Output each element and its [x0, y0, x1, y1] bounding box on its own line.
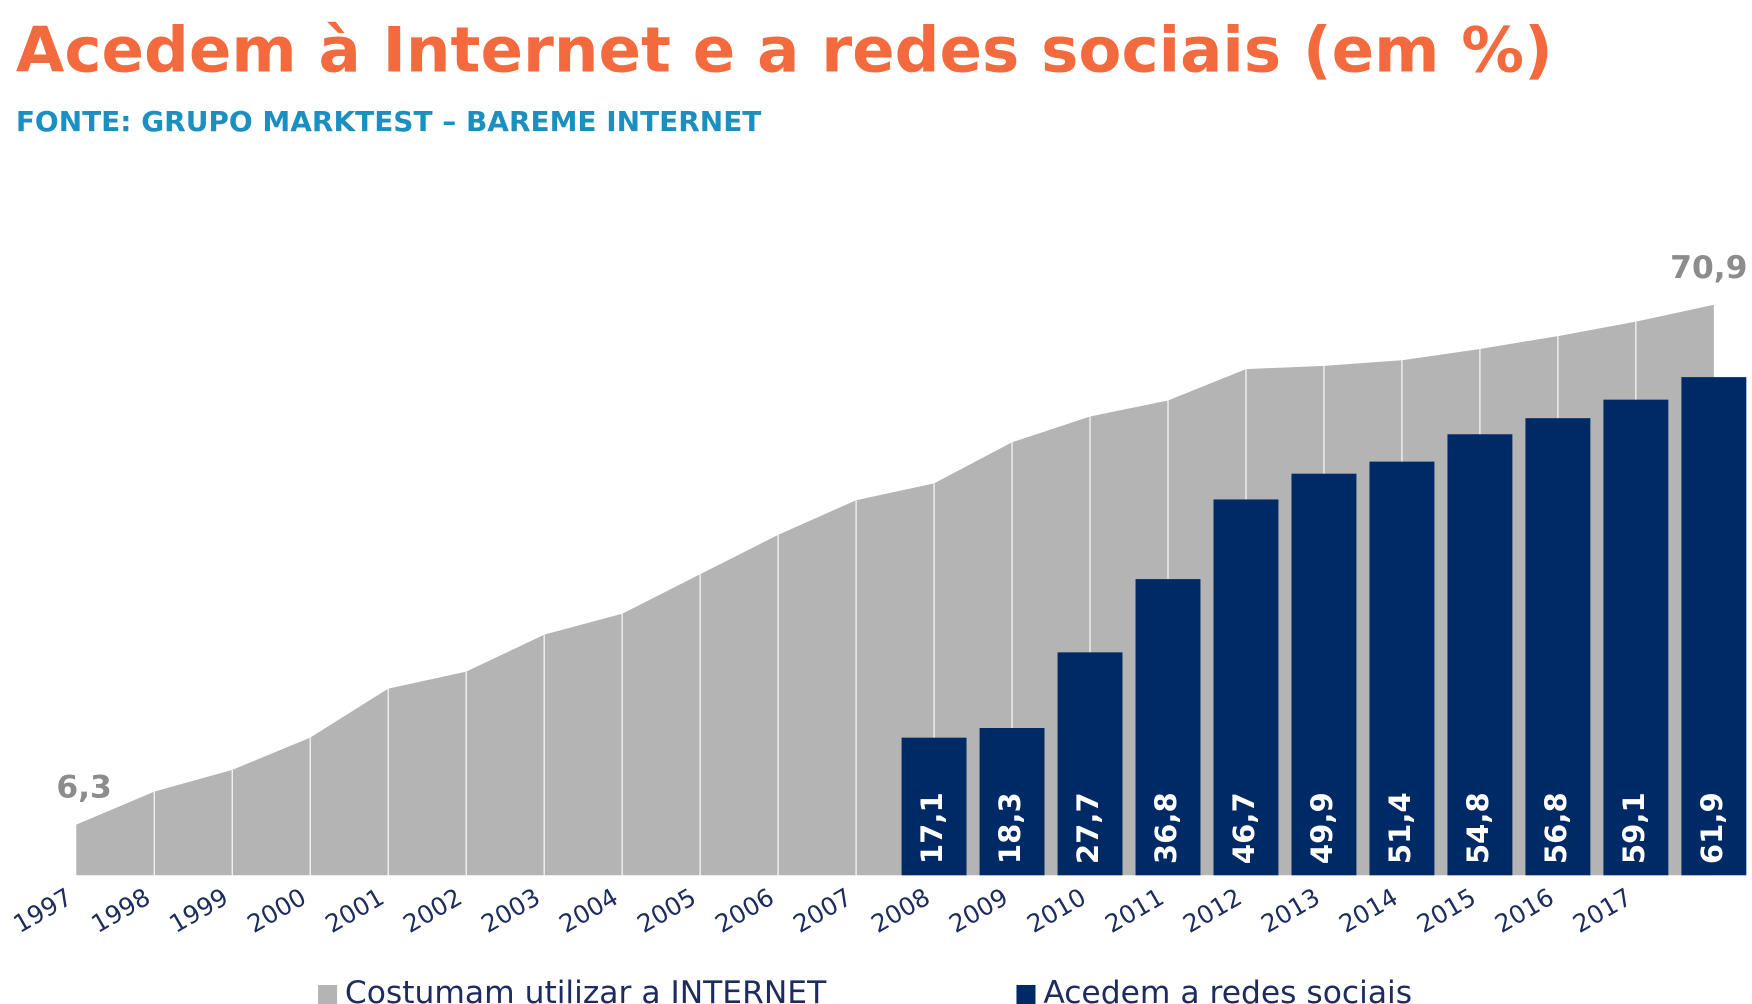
- bar: [1603, 399, 1669, 876]
- data-label: 49,9: [1305, 792, 1339, 864]
- x-tick-label: 2008: [866, 882, 935, 938]
- chart-subtitle: FONTE: GRUPO MARKTEST – BAREME INTERNET: [16, 105, 762, 138]
- data-label: 61,9: [1695, 792, 1729, 864]
- bar: [1525, 418, 1591, 876]
- bar: [901, 737, 967, 876]
- x-tick-label: 2005: [632, 882, 701, 938]
- bar: [1291, 473, 1357, 876]
- x-tick-label: 2017: [1568, 882, 1637, 938]
- x-tick-label: 2003: [476, 882, 545, 938]
- x-tick-label: 2013: [1256, 882, 1325, 938]
- x-tick-label: 2007: [788, 882, 857, 938]
- x-tick-label: 2000: [242, 882, 311, 938]
- data-label: 18,3: [993, 792, 1027, 864]
- legend-swatch: [1016, 984, 1036, 1004]
- legend-swatch: [318, 984, 338, 1004]
- x-tick-label: 2014: [1334, 882, 1403, 938]
- x-tick-label: 2010: [1022, 882, 1091, 938]
- bar: [979, 728, 1045, 876]
- bar: [1369, 461, 1435, 876]
- x-tick-label: 2006: [710, 882, 779, 938]
- x-tick-label: 1999: [164, 882, 233, 938]
- bar: [1057, 652, 1123, 876]
- legend-label: Acedem a redes sociais: [1043, 975, 1412, 1004]
- data-label: 51,4: [1383, 792, 1417, 864]
- data-label: 56,8: [1539, 792, 1573, 864]
- x-tick-label: 1998: [86, 882, 155, 938]
- x-tick-label: 2004: [554, 882, 623, 938]
- x-tick-label: 2001: [320, 882, 389, 938]
- bar: [1681, 377, 1747, 876]
- bar: [1135, 579, 1201, 876]
- data-label: 70,9: [1670, 250, 1747, 286]
- x-tick-label: 1997: [8, 882, 77, 938]
- x-tick-label: 2015: [1412, 882, 1481, 938]
- bar: [1213, 499, 1279, 876]
- data-label: 54,8: [1461, 792, 1495, 864]
- bar: [1447, 434, 1513, 876]
- data-label: 46,7: [1227, 792, 1261, 864]
- data-label: 36,8: [1149, 792, 1183, 864]
- x-tick-label: 2009: [944, 882, 1013, 938]
- x-tick-label: 2002: [398, 882, 467, 938]
- legend-label: Costumam utilizar a INTERNET: [345, 975, 827, 1004]
- data-label: 17,1: [915, 792, 949, 864]
- x-tick-label: 2011: [1100, 882, 1169, 938]
- data-label: 27,7: [1071, 792, 1105, 864]
- x-tick-label: 2016: [1490, 882, 1559, 938]
- x-tick-label: 2012: [1178, 882, 1247, 938]
- data-label: 59,1: [1617, 792, 1651, 864]
- chart-title: Acedem à Internet e a redes sociais (em …: [16, 14, 1553, 87]
- data-label: 6,3: [56, 770, 112, 806]
